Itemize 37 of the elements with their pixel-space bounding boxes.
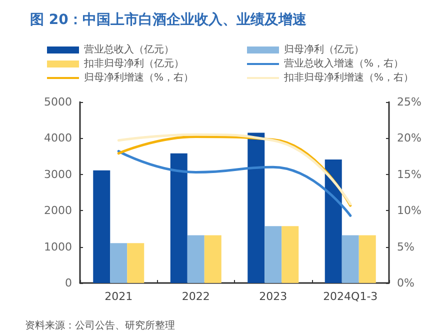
x-tick-label: 2021: [104, 290, 133, 303]
legend-label: 扣非归母净利（亿元）: [83, 58, 184, 70]
bar: [93, 170, 110, 283]
y2-tick-label: 25%: [397, 96, 422, 108]
x-tick-label: 2024Q1-3: [323, 290, 378, 303]
y-tick-label: 4000: [44, 132, 72, 145]
bar: [187, 235, 204, 283]
y-tick-label: 2000: [44, 204, 72, 218]
y2-tick-label: 0%: [397, 276, 414, 290]
x-tick-label: 2023: [259, 290, 288, 303]
legend-label: 营业总收入（亿元）: [84, 44, 174, 56]
y-tick-label: 1000: [44, 240, 72, 254]
bar: [204, 235, 222, 283]
y-tick-label: 0: [65, 276, 72, 290]
bar: [358, 235, 376, 283]
y2-tick-label: 10%: [397, 204, 422, 218]
y-tick-label: 5000: [44, 96, 72, 108]
bar: [170, 153, 188, 283]
chart-title: 图 20：中国上市白酒企业收入、业绩及增速: [30, 11, 308, 28]
line-series: [117, 150, 352, 217]
bar: [342, 235, 359, 283]
bar: [248, 132, 265, 283]
legend-label: 营业总收入增速（%，右）: [284, 58, 404, 70]
text: 资料来源：公司公告、研究所整理: [25, 320, 175, 332]
bar: [282, 226, 299, 283]
bar: [324, 160, 342, 283]
x-tick-label: 2022: [182, 290, 210, 303]
bar: [110, 243, 128, 283]
y-tick-label: 3000: [44, 168, 72, 181]
y2-tick-label: 5%: [397, 240, 414, 254]
bar: [127, 243, 144, 283]
y2-tick-label: 15%: [397, 168, 422, 181]
legend-label: 归母净利增速（%，右）: [84, 72, 194, 84]
y2-tick-label: 20%: [397, 132, 422, 145]
legend-label: 归母净利（亿元）: [284, 44, 364, 56]
legend-label: 扣非归母净利增速（%，右）: [283, 72, 414, 84]
bar: [264, 226, 282, 283]
